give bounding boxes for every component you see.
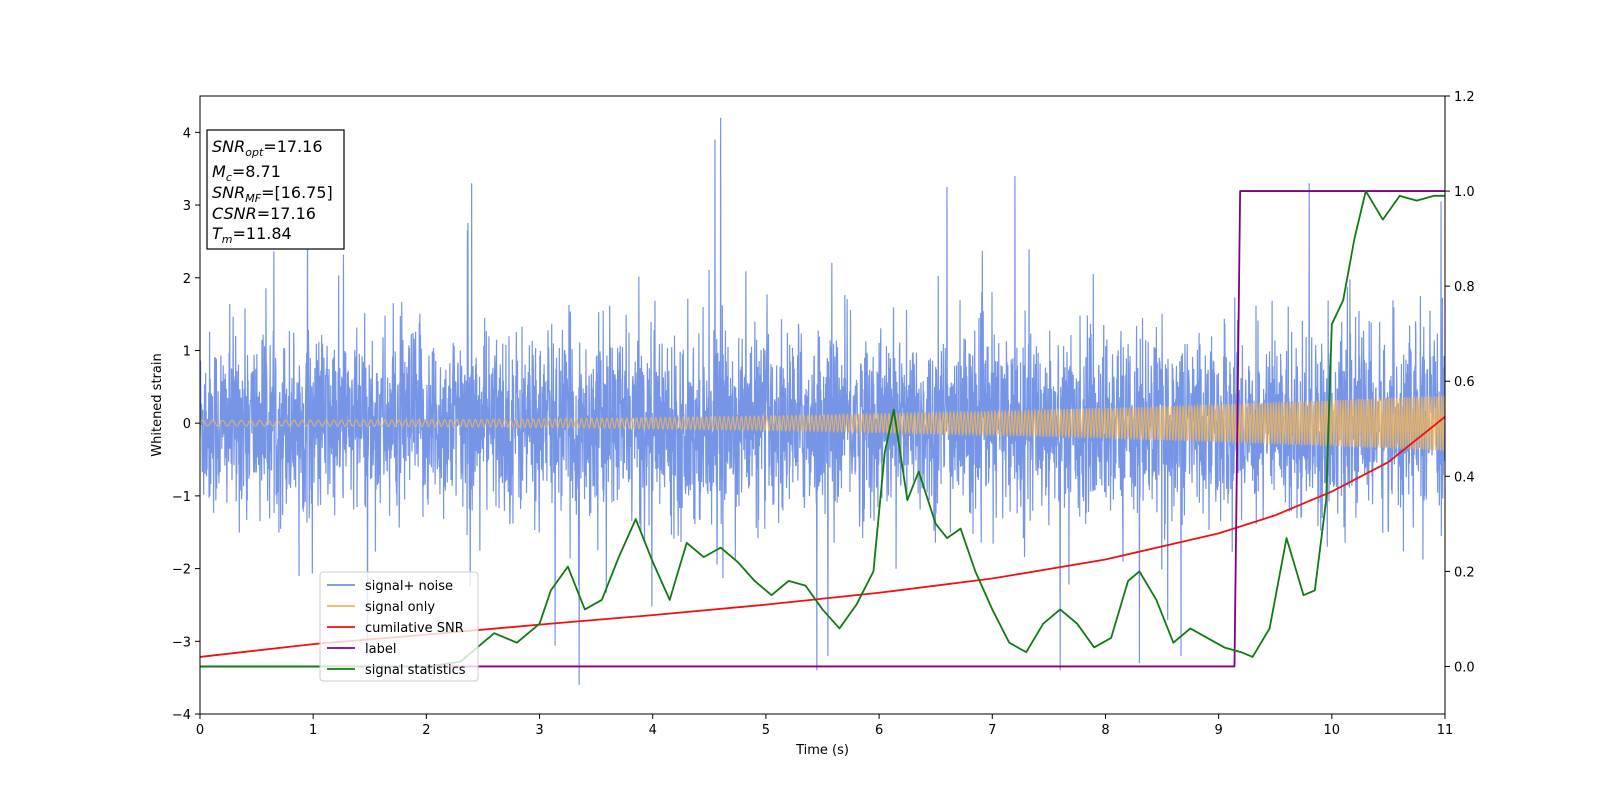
y-axis-label: Whitened strain [150, 353, 165, 456]
y-tick-label: 1 [183, 344, 191, 359]
y2-tick-label: 0.0 [1454, 660, 1475, 675]
y-tick-label: 0 [183, 417, 191, 432]
y-tick-label: −1 [172, 490, 191, 505]
axes-frame [199, 95, 1446, 715]
series-signal-statistics-line [200, 190, 1445, 668]
legend-label: signal statistics [365, 663, 466, 678]
x-tick-label: 7 [988, 723, 996, 738]
legend-label: signal only [365, 600, 435, 615]
y-tick-label: 4 [183, 126, 191, 141]
x-tick-label: 2 [422, 723, 430, 738]
x-tick-label: 9 [1214, 723, 1222, 738]
y-axis-left: −4 −3 −2 −1 0 1 2 3 4 [172, 126, 200, 723]
legend-label: label [365, 642, 396, 657]
x-tick-label: 0 [196, 723, 204, 738]
annotation-box: SNRopt=17.16 Mc=8.71SNRMF=[16.75]CSNR=17.… [206, 129, 345, 250]
annotation-line: Mc=8.71 [212, 162, 281, 184]
x-tick-label: 5 [762, 723, 770, 738]
y2-tick-label: 0.4 [1454, 470, 1475, 485]
series-label-line [200, 190, 1445, 668]
x-tick-label: 4 [649, 723, 657, 738]
y2-tick-label: 1.0 [1454, 185, 1475, 200]
annotation-line: Tm=11.84 [212, 224, 292, 246]
x-tick-label: 8 [1101, 723, 1109, 738]
annotation-line: SNRopt=17.16 [212, 137, 323, 159]
y-tick-label: 2 [183, 272, 191, 287]
legend-label: signal+ noise [365, 579, 453, 594]
annotation-box-frame [206, 129, 345, 250]
y2-tick-label: 1.2 [1454, 90, 1475, 105]
x-tick-label: 6 [875, 723, 883, 738]
legend: signal+ noise signal only cumilative SNR la… [319, 571, 479, 682]
x-tick-label: 11 [1437, 723, 1454, 738]
y2-tick-label: 0.2 [1454, 565, 1475, 580]
legend-label: cumilative SNR [365, 621, 464, 636]
x-axis: 0 1 2 3 4 5 6 7 8 9 10 11 [196, 714, 1453, 738]
y-axis-right: 0.0 0.2 0.4 0.6 0.8 1.0 1.2 [1445, 90, 1475, 675]
x-tick-label: 1 [309, 723, 317, 738]
y-tick-label: −4 [172, 708, 191, 723]
axes-border [199, 95, 1446, 715]
annotation-line: SNRMF=[16.75] [212, 183, 333, 205]
annotation-line: CSNR=17.16 [212, 204, 316, 223]
y2-tick-label: 0.8 [1454, 280, 1475, 295]
y-tick-label: −2 [172, 563, 191, 578]
x-axis-label: Time (s) [795, 743, 849, 758]
x-tick-label: 3 [535, 723, 543, 738]
y2-tick-label: 0.6 [1454, 375, 1475, 390]
x-tick-label: 10 [1324, 723, 1341, 738]
y-tick-label: −3 [172, 635, 191, 650]
legend-frame [319, 571, 479, 682]
y-tick-label: 3 [183, 199, 191, 214]
